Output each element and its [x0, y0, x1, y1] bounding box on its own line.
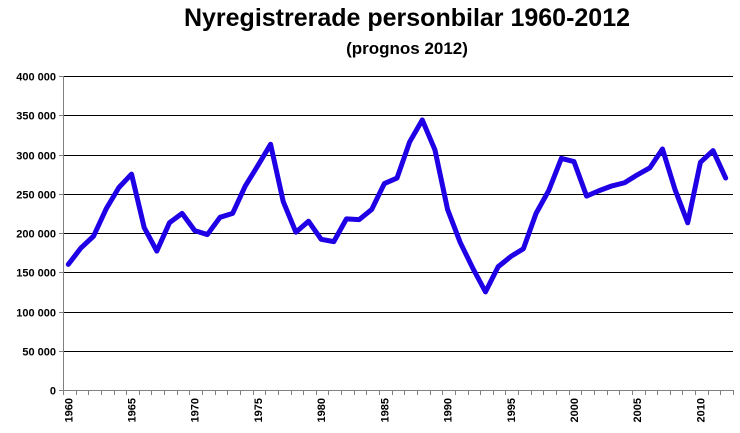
data-point — [295, 231, 297, 233]
data-point — [93, 235, 95, 237]
data-point — [560, 157, 562, 159]
data-point — [282, 201, 284, 203]
y-tick-label: 250 000 — [16, 190, 56, 202]
data-point — [510, 256, 512, 258]
data-point — [472, 267, 474, 269]
data-point — [434, 149, 436, 151]
x-tick-label: 1975 — [253, 398, 265, 422]
series-line — [65, 117, 729, 295]
y-axis-tick-labels: 0 50 000 100 000 150 000 200 000 250 000 300 0… — [16, 72, 56, 398]
data-point — [270, 143, 272, 145]
data-point — [206, 234, 208, 236]
data-point — [586, 195, 588, 197]
data-point — [598, 190, 600, 192]
data-point — [661, 148, 663, 150]
y-tick-label: 50 000 — [22, 347, 56, 359]
data-point — [674, 189, 676, 191]
data-point — [219, 216, 221, 218]
data-point — [118, 186, 120, 188]
data-point — [232, 212, 234, 214]
x-tick-label: 1965 — [127, 398, 139, 422]
data-point — [156, 250, 158, 252]
data-point — [257, 164, 259, 166]
data-point — [143, 227, 145, 229]
data-point — [611, 185, 613, 187]
data-point — [497, 266, 499, 268]
data-point — [345, 218, 347, 220]
data-point — [383, 183, 385, 185]
series-layer — [65, 117, 729, 295]
x-tick-label: 1960 — [63, 398, 75, 422]
data-point — [358, 219, 360, 221]
x-tick-label: 1995 — [506, 398, 518, 422]
data-point — [522, 248, 524, 250]
chart-subtitle: (prognos 2012) — [346, 39, 468, 58]
data-point — [320, 238, 322, 240]
data-point — [409, 141, 411, 143]
y-tick-label: 200 000 — [16, 229, 56, 241]
y-tick-label: 0 — [50, 386, 56, 398]
data-point — [80, 247, 82, 249]
data-point — [396, 177, 398, 179]
data-point — [421, 119, 423, 121]
data-point — [67, 263, 69, 265]
axes — [59, 76, 734, 395]
data-point — [105, 208, 107, 210]
data-point — [459, 241, 461, 243]
data-point — [168, 222, 170, 224]
data-point — [333, 241, 335, 243]
data-point — [181, 212, 183, 214]
x-tick-label: 2010 — [695, 398, 707, 422]
data-point — [624, 182, 626, 184]
data-point — [244, 185, 246, 187]
data-point — [649, 167, 651, 169]
y-tick-label: 300 000 — [16, 151, 56, 163]
data-point — [371, 208, 373, 210]
x-tick-label: 2000 — [569, 398, 581, 422]
data-point — [308, 220, 310, 222]
gridlines — [63, 76, 733, 352]
data-point — [725, 177, 727, 179]
y-tick-label: 150 000 — [16, 268, 56, 280]
data-point — [636, 174, 638, 176]
x-axis-tick-labels: 1960 1965 1970 1975 1980 1985 1990 1995 2000 2005… — [63, 398, 707, 422]
x-tick-label: 2005 — [632, 398, 644, 422]
x-tick-label: 1985 — [379, 398, 391, 422]
data-point — [699, 161, 701, 163]
y-tick-label: 400 000 — [16, 72, 56, 84]
x-tick-label: 1980 — [316, 398, 328, 422]
data-point — [535, 212, 537, 214]
data-point — [548, 190, 550, 192]
x-tick-label: 1990 — [443, 398, 455, 422]
data-point — [687, 222, 689, 224]
x-tick-label: 1970 — [190, 398, 202, 422]
y-tick-label: 100 000 — [16, 308, 56, 320]
data-point — [484, 291, 486, 293]
data-point — [712, 150, 714, 152]
chart-title: Nyregistrerade personbilar 1960-2012 — [184, 4, 630, 32]
data-point — [194, 230, 196, 232]
data-point — [573, 161, 575, 163]
data-point — [447, 208, 449, 210]
data-point — [131, 173, 133, 175]
y-tick-label: 350 000 — [16, 111, 56, 123]
